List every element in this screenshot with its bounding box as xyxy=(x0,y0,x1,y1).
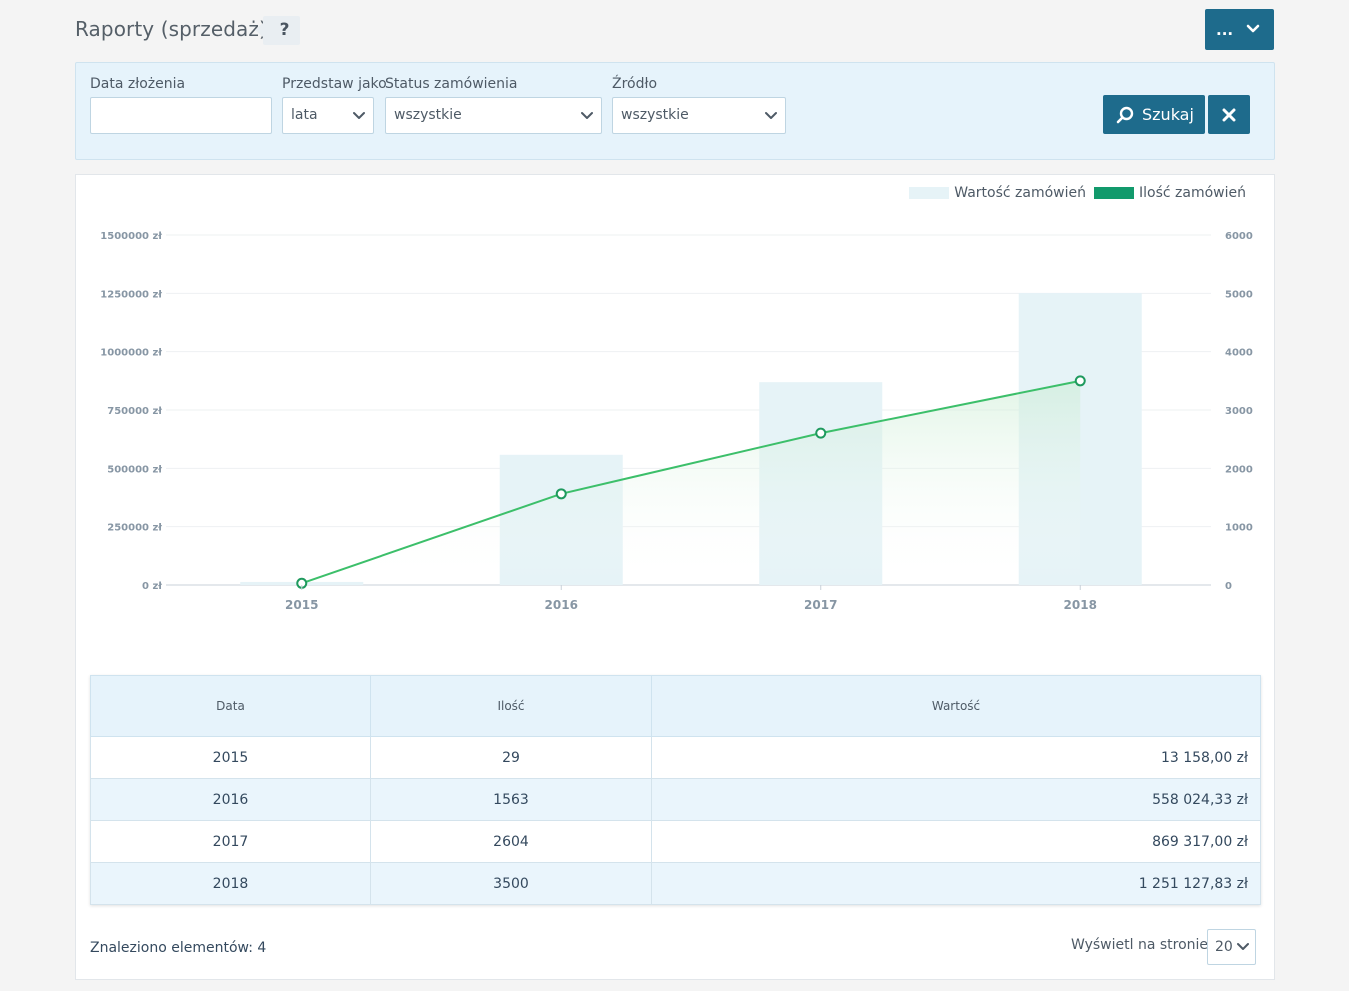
count-point-2017 xyxy=(815,427,827,439)
source-label: Źródło xyxy=(612,76,658,92)
x-tick-label: 2016 xyxy=(545,598,578,612)
per-page-label: Wyświetl na stronie: xyxy=(1071,937,1213,953)
status-label: Status zamówienia xyxy=(385,76,518,92)
present-as-select[interactable]: lata xyxy=(282,97,374,134)
column-header-count[interactable]: Ilość xyxy=(370,675,652,737)
count-point-2018 xyxy=(1074,375,1086,387)
legend-label-count: Ilość zamówień xyxy=(1139,185,1246,201)
source-select[interactable]: wszystkie xyxy=(612,97,786,134)
search-icon xyxy=(1116,106,1134,123)
y-right-tick-label: 5000 xyxy=(1225,289,1253,300)
cell-value: 13 158,00 zł xyxy=(651,736,1261,779)
table-row: 2016 1563 558 024,33 zł xyxy=(90,778,1261,821)
per-page-select[interactable]: 20 xyxy=(1207,929,1256,965)
y-right-tick-label: 6000 xyxy=(1225,231,1253,242)
report-card: Wartość zamówień Ilość zamówień 0 zł 0 250… xyxy=(75,174,1275,980)
table-row: 2015 29 13 158,00 zł xyxy=(90,736,1261,779)
search-label: Szukaj xyxy=(1142,105,1194,124)
cell-date: 2015 xyxy=(90,736,371,779)
sales-chart: 0 zł 0 250000 zł 1000 500000 zł 2000 750000 zł… xyxy=(100,231,1253,612)
y-right-tick-label: 4000 xyxy=(1225,348,1253,359)
source-value: wszystkie xyxy=(621,107,689,123)
legend-item-value[interactable]: Wartość zamówień xyxy=(909,185,1086,201)
cell-count: 3500 xyxy=(370,862,652,905)
chevron-down-icon xyxy=(1237,943,1249,950)
table-row: 2017 2604 869 317,00 zł xyxy=(90,820,1261,863)
per-page-value: 20 xyxy=(1215,939,1233,955)
cell-count: 1563 xyxy=(370,778,652,821)
x-tick-label: 2018 xyxy=(1064,598,1097,612)
status-select[interactable]: wszystkie xyxy=(385,97,602,134)
more-menu-button[interactable]: ... xyxy=(1205,9,1274,50)
legend-swatch-count xyxy=(1094,187,1135,199)
y-left-tick-label: 1000000 zł xyxy=(100,348,162,359)
x-tick-label: 2015 xyxy=(285,598,318,612)
cell-count: 29 xyxy=(370,736,652,779)
cell-date: 2016 xyxy=(90,778,371,821)
cell-count: 2604 xyxy=(370,820,652,863)
search-button[interactable]: Szukaj xyxy=(1103,95,1205,134)
y-left-tick-label: 1500000 zł xyxy=(100,231,162,242)
column-header-date[interactable]: Data xyxy=(90,675,371,737)
table-header-row: Data Ilość Wartość xyxy=(90,675,1261,737)
y-left-tick-label: 750000 zł xyxy=(107,406,162,417)
y-right-tick-label: 0 xyxy=(1225,581,1232,592)
y-left-tick-label: 500000 zł xyxy=(107,464,162,475)
legend-item-count[interactable]: Ilość zamówień xyxy=(1094,185,1246,201)
legend-swatch-value xyxy=(909,187,950,199)
legend-label-value: Wartość zamówień xyxy=(954,185,1087,201)
count-series-line xyxy=(301,379,1081,585)
found-count: Znaleziono elementów: 4 xyxy=(90,940,267,956)
date-label: Data złożenia xyxy=(90,76,186,92)
count-point-2016 xyxy=(555,488,567,500)
cell-value: 1 251 127,83 zł xyxy=(651,862,1261,905)
y-left-tick-label: 250000 zł xyxy=(107,523,162,534)
cell-value: 869 317,00 zł xyxy=(651,820,1261,863)
x-tick-label: 2017 xyxy=(804,598,837,612)
table-row: 2018 3500 1 251 127,83 zł xyxy=(90,862,1261,905)
chevron-down-icon xyxy=(581,112,593,119)
y-left-tick-label: 1250000 zł xyxy=(100,289,162,300)
filter-panel: Data złożenia Przedstaw jako lata Status… xyxy=(75,62,1275,160)
help-label: ? xyxy=(279,20,290,40)
line-area-fill xyxy=(301,380,1081,585)
close-icon xyxy=(1222,108,1236,121)
date-input[interactable] xyxy=(90,97,272,134)
y-left-tick-label: 0 zł xyxy=(142,581,162,592)
clear-filters-button[interactable] xyxy=(1208,95,1250,134)
present-as-value: lata xyxy=(291,107,318,123)
chevron-down-icon xyxy=(1246,24,1260,33)
present-as-label: Przedstaw jako xyxy=(282,76,387,92)
status-value: wszystkie xyxy=(394,107,462,123)
more-menu-label: ... xyxy=(1216,20,1234,39)
cell-value: 558 024,33 zł xyxy=(651,778,1261,821)
chart-legend: Wartość zamówień Ilość zamówień xyxy=(901,185,1246,201)
y-right-tick-label: 2000 xyxy=(1225,464,1253,475)
column-header-value[interactable]: Wartość xyxy=(651,675,1261,737)
y-right-tick-label: 1000 xyxy=(1225,523,1253,534)
help-button[interactable]: ? xyxy=(255,16,300,45)
chevron-down-icon xyxy=(353,112,365,119)
y-right-tick-label: 3000 xyxy=(1225,406,1253,417)
report-table: Data Ilość Wartość 2015 29 13 158,00 zł … xyxy=(90,675,1261,905)
cell-date: 2018 xyxy=(90,862,371,905)
page-title: Raporty (sprzedaż) xyxy=(75,17,267,41)
cell-date: 2017 xyxy=(90,820,371,863)
chevron-down-icon xyxy=(765,112,777,119)
